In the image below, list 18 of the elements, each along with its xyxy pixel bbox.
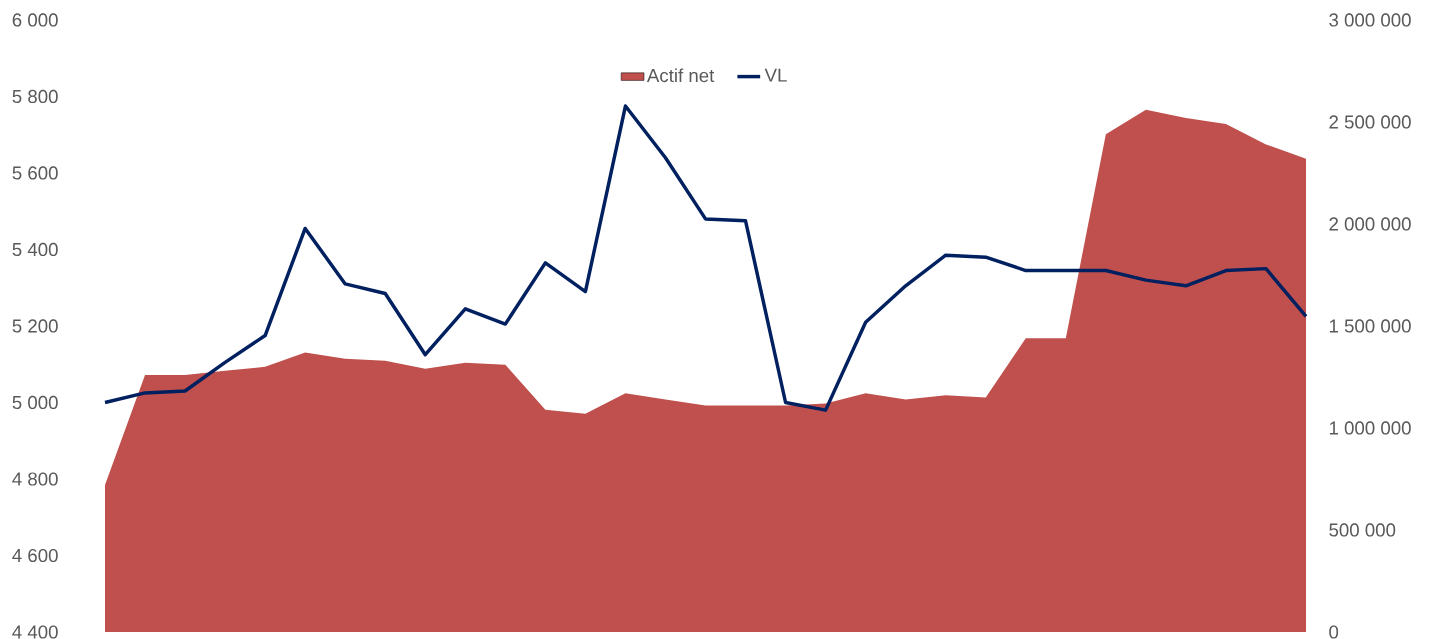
legend-label: Actif net <box>646 68 715 83</box>
y-tick-label: 4 800 <box>12 472 58 486</box>
y-tick-label: 6 000 <box>12 13 58 27</box>
y-tick-label: 5 600 <box>12 166 58 180</box>
y-tick-label: 5 800 <box>12 89 58 104</box>
legend-label: VL <box>764 68 787 82</box>
y-tick-label: 5 000 <box>12 395 58 410</box>
y2-tick-label: 1 500 000 <box>1329 319 1411 333</box>
y-tick-label: 4 600 <box>12 548 58 563</box>
y-tick-label: 5 200 <box>12 319 58 333</box>
y-tick-label: 4 400 <box>12 625 58 639</box>
y2-tick-label: 2 500 000 <box>1329 115 1411 129</box>
y2-tick-label: 500 000 <box>1329 523 1396 537</box>
y-tick-label: 5 400 <box>12 242 58 257</box>
y2-tick-label: 3 000 000 <box>1329 13 1411 27</box>
y2-tick-label: 1 000 000 <box>1329 421 1411 435</box>
y2-tick-label: 2 000 000 <box>1329 217 1411 231</box>
y2-tick-label: 0 <box>1329 625 1339 639</box>
